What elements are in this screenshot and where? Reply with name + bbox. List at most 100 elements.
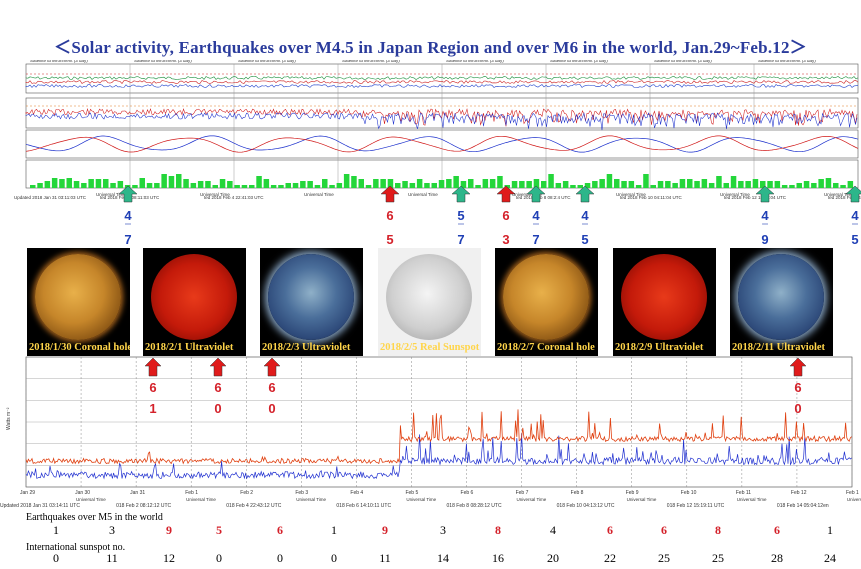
row1-series-1	[25, 80, 859, 84]
earthquake-count: 6	[661, 523, 667, 537]
segment-title: Satellite Environment (3 day)	[446, 60, 504, 63]
earthquake-count: 8	[495, 523, 501, 537]
segment-title: Satellite Environment (3 day)	[758, 60, 816, 63]
kp-bar	[657, 181, 664, 188]
kp-bar	[190, 183, 197, 188]
kp-bar	[614, 179, 620, 188]
sun-disc-image	[151, 254, 237, 340]
kp-bar	[760, 181, 766, 188]
world-earthquake-arrow	[496, 185, 516, 203]
kp-bar	[329, 185, 335, 188]
footer-table: Earthquakes over M5 in the world Interna…	[0, 510, 861, 569]
universal-time-label: Universal Time	[96, 192, 126, 197]
world-arrow-count: 6	[214, 380, 221, 395]
kp-bar	[278, 185, 284, 188]
xray-flux-chart: Watts m⁻² Jan 29 Jan 30 Jan 31 Feb 1 Feb 2 Feb…	[0, 356, 861, 509]
day-label: Feb 8	[571, 490, 584, 496]
kp-bar	[847, 181, 854, 188]
kp-bar	[738, 181, 744, 188]
kp-bar	[234, 185, 240, 188]
japan-earthquake-arrow	[755, 185, 775, 203]
updated-label: 018 Feb 14 05:04:12en	[777, 503, 829, 509]
kp-bar	[489, 179, 496, 188]
updated-label: ted 2018 Feb 8 08:2:4 UTC	[516, 195, 571, 200]
world-arrow-magnitude: 0	[214, 401, 221, 416]
kp-bar	[117, 181, 124, 188]
sun-disc-image	[35, 254, 121, 340]
kp-bar	[73, 181, 80, 188]
earthquake-count: 4	[550, 523, 556, 537]
kp-bar	[752, 179, 759, 188]
kp-bar	[592, 181, 598, 188]
sun-image-caption: 2018/2/7 Coronal hole	[497, 342, 595, 353]
updated-label: Updated 2018 Jan 31 03:14:11 UTC	[0, 503, 80, 509]
earthquake-count: 1	[827, 523, 833, 537]
kp-bar	[37, 183, 43, 188]
earthquake-count: 8	[715, 523, 721, 537]
kp-bar	[606, 174, 613, 188]
sunspot-caption: International sunspot no.	[26, 542, 126, 553]
sunspot-number: 14	[437, 551, 449, 565]
sun-image-caption: 2018/2/5 Real Sunspot	[380, 342, 480, 353]
updated-label: 018 Feb 2 08:12:12 UTC	[116, 503, 171, 509]
kp-bar	[468, 179, 474, 188]
japan-arrow-magnitude: 7	[124, 232, 131, 247]
sunspot-number: 12	[163, 551, 175, 565]
sunspot-number: 0	[277, 551, 283, 565]
world-arrow-magnitude: 1	[149, 401, 156, 416]
universal-time-label: Universal Time	[512, 192, 542, 197]
world-arrow-count: 6	[268, 380, 275, 395]
earthquake-count: 1	[331, 523, 337, 537]
kp-bar	[314, 185, 321, 188]
kp-bar	[818, 179, 824, 188]
world-arrow-magnitude: 0	[268, 401, 275, 416]
kp-bar	[811, 183, 817, 188]
kp-bar	[511, 181, 518, 188]
sunspot-number: 0	[216, 551, 222, 565]
kp-bar	[30, 185, 36, 188]
japan-earthquake-arrow	[118, 185, 138, 203]
kp-bar	[95, 179, 102, 188]
kp-bar	[197, 181, 204, 188]
kp-bar	[789, 185, 795, 188]
kp-bar	[300, 181, 306, 188]
segment-title: Satellite Environment (3 day)	[654, 60, 712, 63]
sun-image-panel: 2018/2/7 Coronal hole	[495, 248, 598, 356]
kp-bar	[584, 183, 591, 188]
kp-bar	[373, 179, 379, 188]
kp-bar	[409, 183, 416, 188]
day-label: Feb 6	[461, 490, 474, 496]
world-earthquake-arrow	[263, 357, 281, 377]
earthquake-count: 6	[277, 523, 283, 537]
updated-label: 018 Feb 4 22:43:12 UTC	[226, 503, 281, 509]
kp-bar	[650, 185, 656, 188]
kp-bar	[358, 179, 364, 188]
earthquake-count: 5	[216, 523, 222, 537]
kp-bar	[227, 181, 233, 188]
kp-bar	[285, 183, 291, 188]
row3-series-0	[25, 135, 859, 153]
kp-bar	[241, 185, 248, 188]
kp-bar	[168, 176, 175, 188]
kp-bar	[482, 179, 489, 188]
kp-bar	[44, 181, 51, 188]
kp-bar	[256, 176, 262, 188]
sun-image-caption: 2018/2/3 Ultraviolet	[262, 342, 351, 353]
kp-bar	[796, 183, 802, 188]
kp-bar	[307, 181, 313, 188]
japan-earthquake-arrow	[451, 185, 471, 203]
sunspot-number: 16	[492, 551, 504, 565]
day-label: Jan 31	[130, 490, 145, 496]
earthquake-count: 6	[774, 523, 780, 537]
kp-bar	[146, 183, 153, 188]
kp-bar	[219, 179, 226, 188]
sun-disc-image	[621, 254, 707, 340]
updated-label: 018 Feb 12 15:19:11 UTC	[667, 503, 725, 509]
kp-bar	[774, 181, 781, 188]
kp-bar	[679, 179, 686, 188]
updated-label: ted 2018 Feb 10 04:11:04 UTC	[620, 195, 682, 200]
day-label: Feb 1	[846, 490, 859, 496]
earthquake-count: 9	[166, 523, 172, 537]
kp-bar	[365, 185, 372, 188]
kp-bar	[621, 181, 627, 188]
